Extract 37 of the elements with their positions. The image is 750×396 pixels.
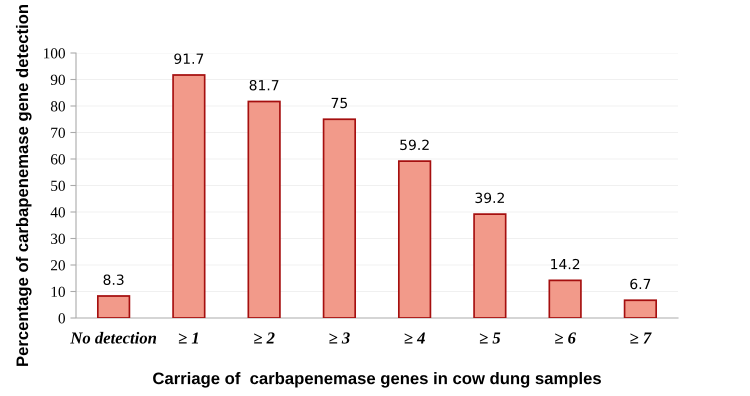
data-label: 91.7: [174, 53, 204, 64]
data-label: 59.2: [400, 140, 429, 150]
x-tick-label: ≥ 3: [329, 332, 350, 344]
y-tick-label: 100: [44, 48, 65, 58]
data-label: 6.7: [630, 278, 650, 290]
bar: [247, 100, 281, 318]
y-tick-label: 0: [58, 313, 65, 324]
x-tick-label: ≥ 5: [480, 332, 500, 344]
data-label: 81.7: [250, 80, 278, 90]
x-tick-label: No detection: [70, 332, 156, 344]
bar: [322, 118, 356, 318]
x-tick-label: ≥ 7: [630, 332, 652, 344]
data-label: 8.3: [104, 274, 124, 285]
x-tick-label: ≥ 4: [404, 332, 425, 344]
y-tick-label: 70: [51, 128, 65, 138]
bar: [398, 160, 432, 318]
y-tick-label: 40: [50, 207, 65, 218]
y-axis-title: Percentage of carbapenemase gene detection: [16, 4, 32, 366]
y-tick-label: 20: [50, 260, 65, 270]
y-tick-label: 90: [50, 74, 65, 85]
bar: [172, 74, 206, 318]
y-tick-label: 60: [50, 154, 65, 164]
x-tick-label: ≥ 2: [254, 332, 275, 344]
y-tick-label: 30: [51, 234, 65, 244]
bar: [96, 295, 130, 318]
bar: [473, 213, 507, 318]
bar: [624, 299, 658, 318]
y-tick-label: 50: [51, 180, 65, 191]
y-tick-label: 80: [50, 101, 65, 112]
x-tick-label: ≥ 1: [178, 332, 198, 344]
data-label: 14.2: [551, 258, 580, 270]
x-tick-label: ≥ 6: [555, 332, 576, 344]
data-label: 39.2: [475, 192, 504, 204]
y-tick-label: 10: [52, 286, 65, 297]
x-axis-title: Carriage of carbapenemase genes in cow dung samples: [153, 372, 601, 388]
bar: [548, 280, 582, 318]
data-label: 75: [332, 98, 347, 108]
